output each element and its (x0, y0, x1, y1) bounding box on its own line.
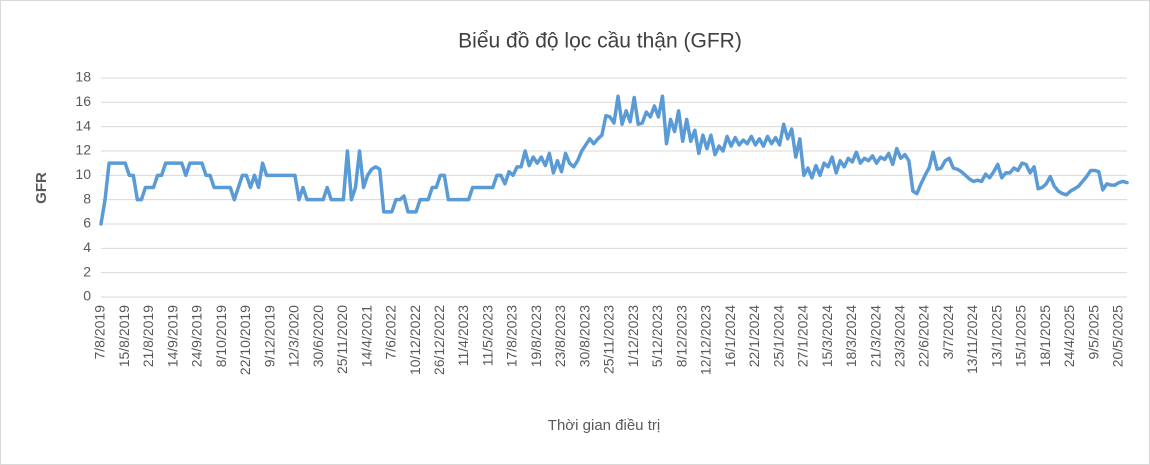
x-tick-label: 18/1/2025 (1037, 305, 1053, 367)
x-tick-label: 12/12/2023 (698, 305, 714, 375)
x-tick-label: 11/4/2023 (455, 305, 471, 366)
x-tick-label: 14/9/2019 (164, 305, 180, 367)
x-tick-label: 9/5/2025 (1085, 305, 1101, 360)
y-tick-label: 18 (75, 69, 91, 85)
x-tick-label: 21/3/2024 (867, 305, 883, 367)
x-tick-label: 15/8/2019 (116, 305, 132, 367)
x-tick-label: 25/11/2023 (601, 305, 617, 374)
x-tick-label: 18/3/2024 (843, 305, 859, 367)
x-tick-label: 19/8/2023 (528, 305, 544, 367)
x-tick-label: 25/1/2024 (770, 305, 786, 367)
x-tick-label: 11/5/2023 (479, 305, 495, 366)
x-tick-label: 13/11/2024 (964, 305, 980, 374)
x-tick-label: 15/3/2024 (819, 305, 835, 367)
y-tick-label: 6 (83, 215, 91, 231)
x-tick-label: 10/12/2022 (407, 305, 423, 375)
x-tick-label: 21/8/2019 (140, 305, 156, 367)
y-tick-label: 0 (83, 288, 91, 304)
x-tick-label: 1/12/2023 (625, 305, 641, 367)
y-tick-label: 12 (75, 142, 91, 158)
x-tick-label: 22/1/2024 (746, 305, 762, 367)
x-tick-label: 24/4/2025 (1061, 305, 1077, 367)
x-tick-label: 8/12/2023 (673, 305, 689, 367)
x-tick-label: 30/6/2020 (310, 305, 326, 367)
x-tick-label: 7/6/2022 (383, 305, 399, 360)
x-tick-label: 20/5/2025 (1110, 305, 1126, 367)
x-tick-label: 17/8/2023 (504, 305, 520, 367)
x-tick-label: 14/4/2021 (358, 305, 374, 367)
y-tick-label: 8 (83, 190, 91, 206)
y-tick-label: 4 (83, 239, 91, 255)
x-tick-label: 9/12/2019 (261, 305, 277, 367)
y-tick-label: 14 (75, 117, 91, 133)
x-tick-label: 7/8/2019 (92, 305, 108, 360)
x-tick-label: 12/3/2020 (286, 305, 302, 367)
x-tick-label: 16/1/2024 (722, 305, 738, 367)
x-tick-label: 13/1/2025 (988, 305, 1004, 367)
x-tick-label: 24/9/2019 (189, 305, 205, 367)
x-tick-label: 22/6/2024 (916, 305, 932, 367)
x-tick-label: 23/3/2024 (891, 305, 907, 367)
x-axis-title: Thời gian điều trị (548, 417, 660, 434)
chart-title: Biểu đồ độ lọc cầu thận (GFR) (458, 30, 742, 53)
x-tick-label: 22/10/2019 (237, 305, 253, 375)
x-tick-label: 5/12/2023 (649, 305, 665, 367)
y-tick-label: 2 (83, 263, 91, 279)
x-tick-label: 8/10/2019 (213, 305, 229, 367)
data-line (99, 94, 1129, 226)
y-tick-label: 10 (75, 166, 91, 182)
y-tick-label: 16 (75, 93, 91, 109)
x-tick-label: 15/1/2025 (1013, 305, 1029, 367)
x-tick-label: 26/12/2022 (431, 305, 447, 375)
x-tick-label: 25/11/2020 (334, 305, 350, 374)
x-tick-label: 23/8/2023 (552, 305, 568, 367)
x-tick-label: 27/1/2024 (795, 305, 811, 367)
y-axis-title: GFR (33, 172, 50, 204)
x-tick-label: 30/8/2023 (576, 305, 592, 367)
x-tick-label: 3/7/2024 (940, 305, 956, 360)
